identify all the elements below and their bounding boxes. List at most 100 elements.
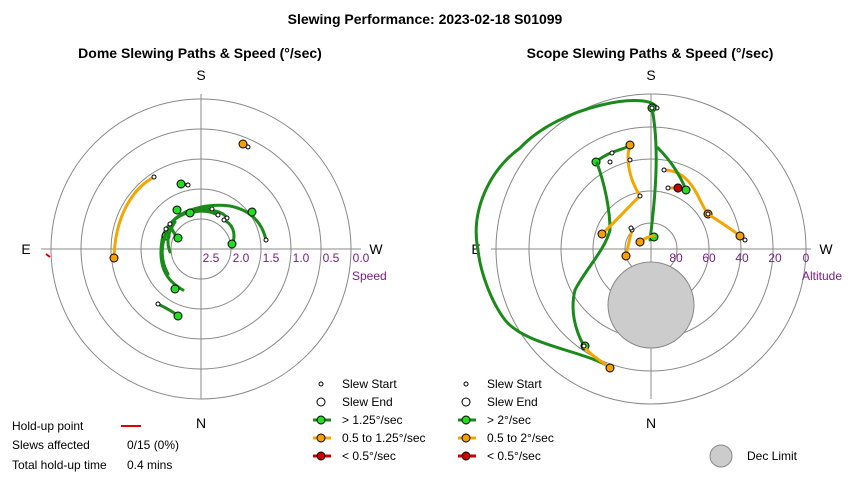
dome-slew-start-marker: [215, 212, 221, 218]
scope-slew-start-marker: [627, 157, 633, 163]
dome-tick-label: 2.5: [203, 251, 220, 265]
scope-slew-path: [648, 106, 658, 242]
legend-slow-label: < 0.5°/sec: [487, 449, 541, 463]
legend-end-label: Slew End: [487, 395, 538, 409]
dome-west-label: W: [369, 241, 383, 257]
scope-slew-end-marker: [735, 231, 745, 241]
scope-tick-label: 20: [768, 251, 782, 265]
scope-slew-start-marker: [581, 343, 587, 349]
holdup-time-label: Total hold-up time: [12, 458, 107, 472]
dome-slew-start-marker: [221, 217, 227, 223]
scope-slew-start-marker: [607, 159, 613, 165]
dome-slew-end-marker: [109, 253, 119, 263]
scope-slew-start-marker: [665, 185, 671, 191]
dome-paths: [109, 139, 269, 321]
dome-panel: Dome Slewing Paths & Speed (°/sec) S N E…: [21, 45, 386, 431]
legend-start-marker: [463, 381, 469, 387]
scope-slew-end-marker: [597, 229, 607, 239]
legend-fast-label: > 2°/sec: [487, 413, 531, 427]
dome-slew-start-marker: [151, 174, 157, 180]
dec-limit-legend: Dec Limit: [709, 444, 798, 468]
scope-legend: Slew Start Slew End > 2°/sec 0.5 to 2°/s…: [458, 377, 554, 463]
dome-tick-label: 1.0: [293, 251, 310, 265]
legend-start-marker: [318, 381, 324, 387]
dome-radial-axis-label: Speed: [352, 269, 387, 283]
scope-slew-start-marker: [637, 193, 643, 199]
legend-mid-marker: [461, 433, 471, 443]
dome-east-label: E: [21, 241, 30, 257]
dome-slew-start-marker: [167, 221, 173, 227]
dome-tick-label: 1.5: [263, 251, 280, 265]
scope-slew-path: [626, 143, 642, 198]
scope-title: Scope Slewing Paths & Speed (°/sec): [527, 45, 774, 61]
dome-slew-end-marker: [227, 239, 237, 249]
scope-grid: [491, 93, 811, 405]
dome-title: Dome Slewing Paths & Speed (°/sec): [78, 45, 322, 61]
scope-slew-path: [571, 161, 612, 348]
dome-holdup-marker: [45, 253, 51, 258]
slews-affected-value: 0/15 (0%): [127, 438, 179, 452]
dome-slew-end-marker: [173, 311, 183, 321]
legend-mid-marker: [316, 433, 326, 443]
dome-tick-label: 0.5: [323, 251, 340, 265]
dome-slew-path: [166, 220, 177, 254]
scope-tick-label: 60: [702, 251, 716, 265]
legend-start-label: Slew Start: [342, 377, 397, 391]
dome-slew-end-marker: [185, 208, 195, 218]
legend-start-label: Slew Start: [487, 377, 542, 391]
scope-slew-start-marker: [628, 225, 634, 231]
scope-slew-start-marker: [661, 167, 667, 173]
dome-tick-label: 0.0: [353, 251, 370, 265]
scope-panel: Scope Slewing Paths & Speed (°/sec) S N …: [471, 45, 842, 431]
scope-slew-start-marker: [742, 237, 748, 243]
scope-slew-path: [474, 99, 659, 368]
scope-paths: [474, 99, 748, 373]
dome-slew-start-marker: [155, 301, 161, 307]
holdup-time-value: 0.4 mins: [127, 458, 172, 472]
scope-slew-end-marker: [635, 237, 645, 247]
scope-radial-ticks: 80 60 40 20 0 Altitude: [669, 251, 842, 283]
legend-slow-marker: [316, 451, 326, 461]
chart-title: Slewing Performance: 2023-02-18 S01099: [288, 11, 563, 27]
scope-tick-label: 40: [735, 251, 749, 265]
dome-slew-end-marker: [176, 179, 186, 189]
dome-slew-end-marker: [173, 233, 183, 243]
legend-fast-marker: [461, 415, 471, 425]
dec-limit-region: [607, 261, 695, 349]
legend-end-marker: [316, 397, 326, 407]
legend-slow-label: < 0.5°/sec: [342, 449, 396, 463]
legend-fast-label: > 1.25°/sec: [342, 413, 403, 427]
legend-slow-marker: [461, 451, 471, 461]
scope-slow-marker: [673, 183, 683, 193]
scope-west-label: W: [819, 241, 833, 257]
legend-end-marker: [461, 397, 471, 407]
scope-slew-path: [600, 194, 642, 236]
dome-slew-end-marker: [172, 205, 182, 215]
scope-slew-end-marker: [681, 185, 691, 195]
scope-slew-end-marker: [605, 363, 615, 373]
dome-slew-start-marker: [263, 237, 269, 243]
scope-slew-start-marker: [705, 211, 711, 217]
slews-affected-label: Slews affected: [12, 438, 90, 452]
dome-grid: [41, 94, 361, 400]
scope-radial-axis-label: Altitude: [802, 269, 842, 283]
dome-slew-end-marker: [170, 284, 180, 294]
dome-legend: Slew Start Slew End > 1.25°/sec 0.5 to 1…: [313, 377, 426, 463]
dome-slew-path: [160, 203, 268, 276]
dome-north-label: N: [196, 415, 206, 431]
dome-slew-start-marker: [185, 182, 191, 188]
legend-mid-label: 0.5 to 2°/sec: [487, 431, 554, 445]
dome-slew-path: [112, 175, 156, 260]
dome-tick-label: 2.0: [233, 251, 250, 265]
scope-east-label: E: [471, 241, 480, 257]
holdup-info: Hold-up point Slews affected 0/15 (0%) T…: [12, 419, 179, 472]
dome-slew-start-marker: [209, 206, 215, 212]
scope-slew-start-marker: [649, 105, 655, 111]
legend-end-label: Slew End: [342, 395, 393, 409]
dome-slew-end-marker: [238, 139, 248, 149]
dome-radial-ticks: 2.5 2.0 1.5 1.0 0.5 0.0 Speed: [203, 251, 387, 283]
scope-slew-end-marker: [625, 140, 635, 150]
dec-limit-swatch: [709, 444, 733, 468]
scope-tick-label: 80: [669, 251, 683, 265]
